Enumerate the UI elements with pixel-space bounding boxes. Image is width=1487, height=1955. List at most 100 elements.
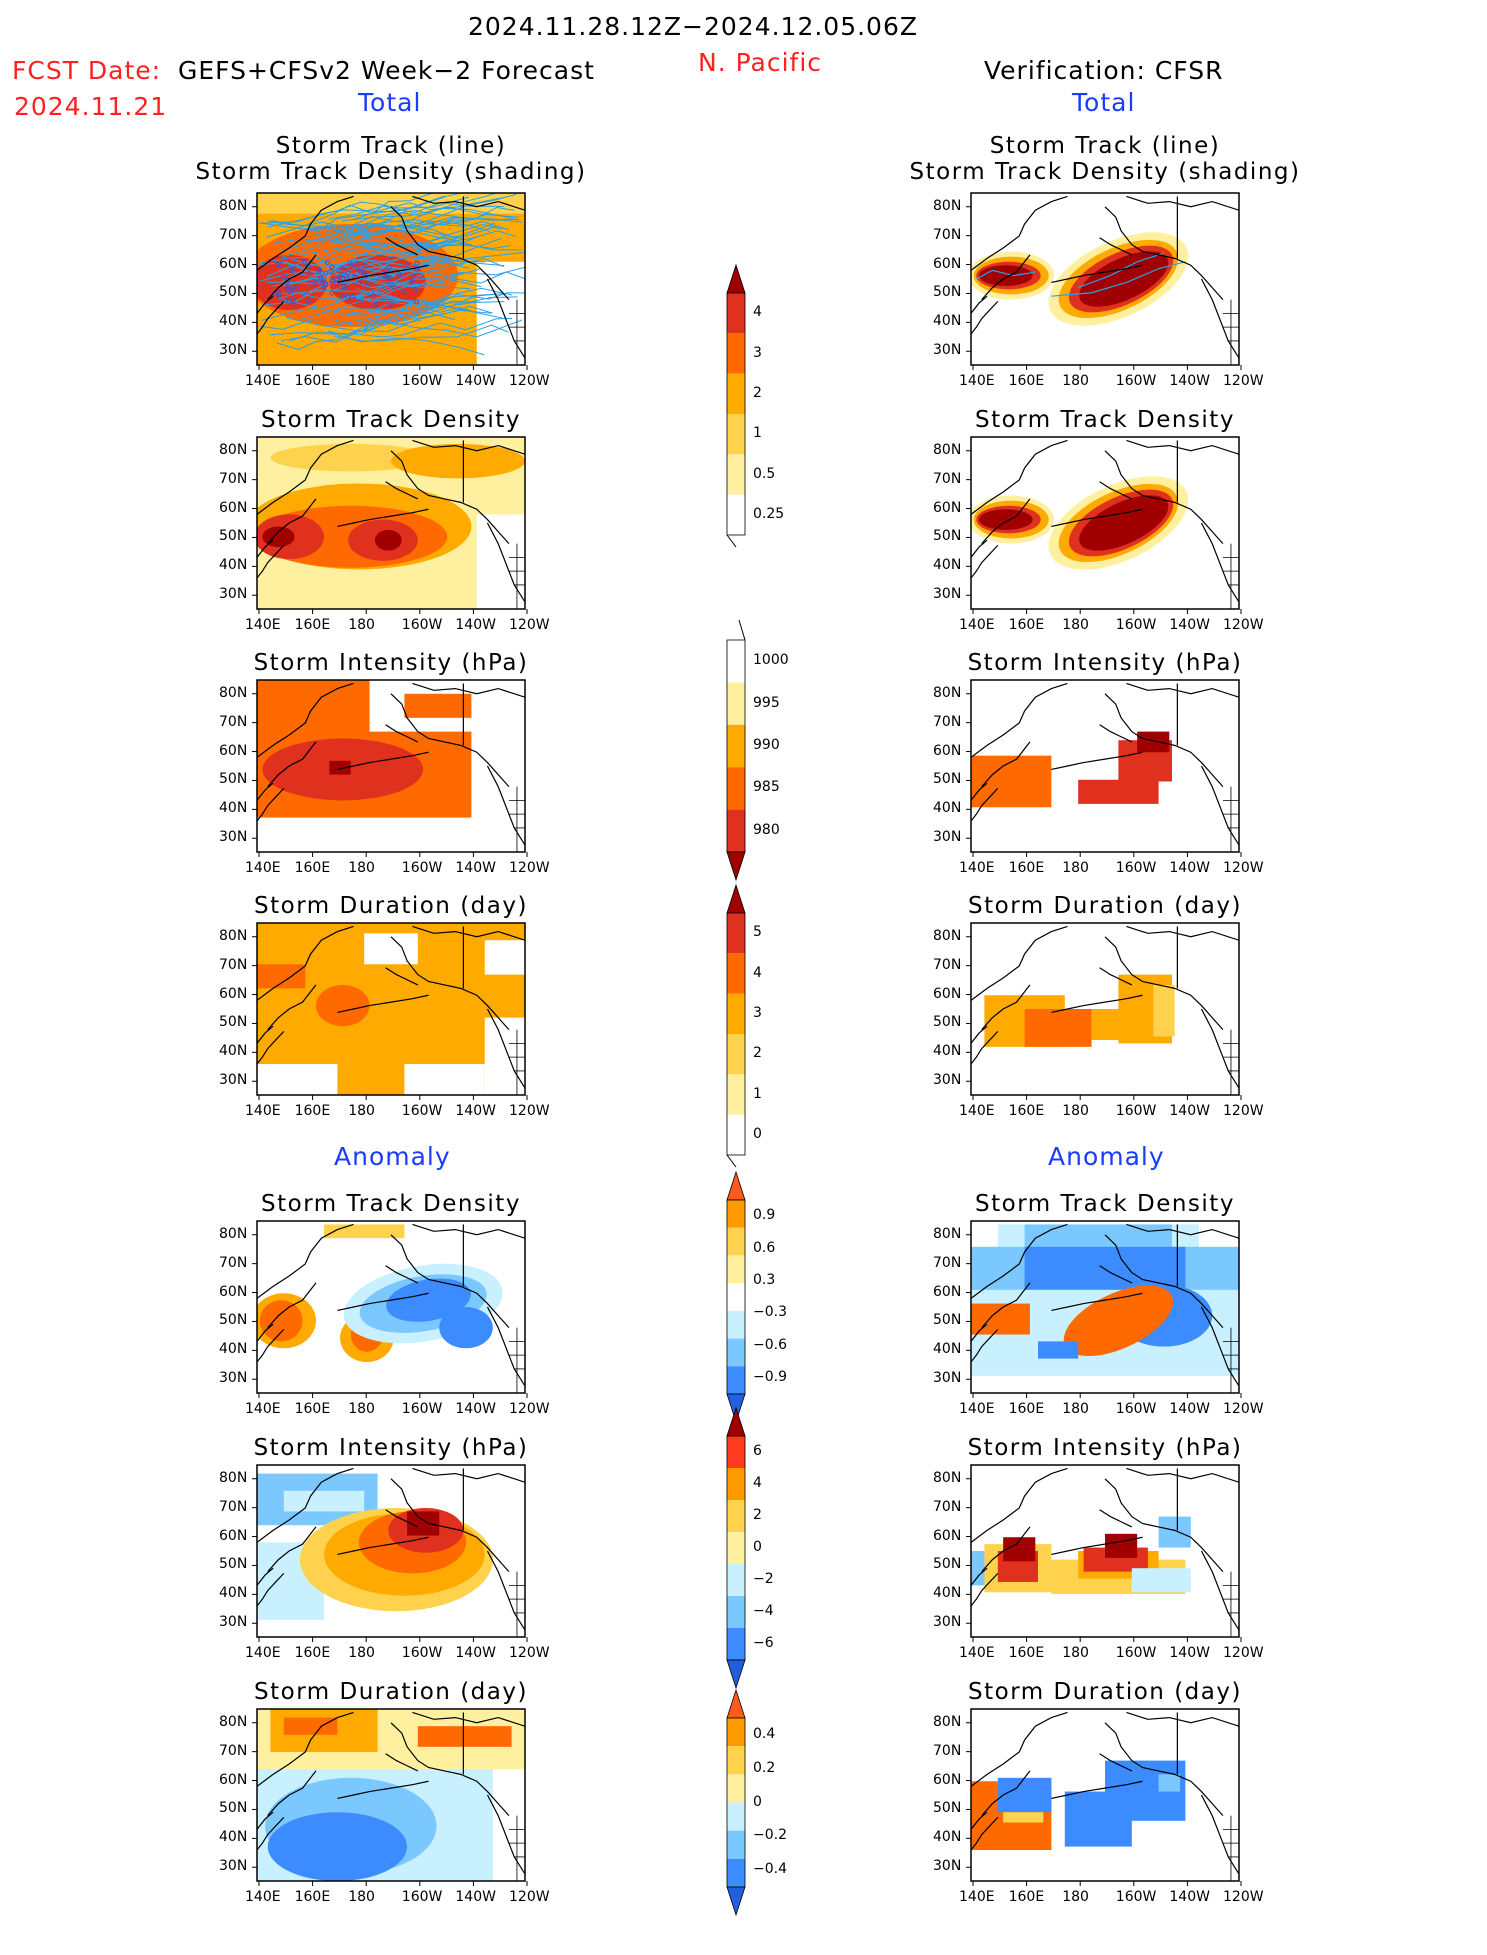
storm-track-line <box>263 289 454 306</box>
storm-track-line <box>283 270 471 290</box>
coastline-segment <box>412 439 525 455</box>
lon-label: 160E <box>294 1889 331 1905</box>
map-frame <box>970 1708 1240 1882</box>
storm-track-line <box>333 279 482 303</box>
lon-label: 160E <box>294 1645 331 1661</box>
lat-label: 50N <box>933 1556 962 1573</box>
map-frame <box>256 1708 526 1882</box>
colorbar-label: 3 <box>753 344 762 361</box>
anomaly-label-left: Anomaly <box>334 1142 451 1171</box>
lat-label: 30N <box>933 1858 962 1875</box>
lat-label: 30N <box>933 586 962 603</box>
storm-center-marker <box>340 293 346 299</box>
lat-label: 30N <box>219 829 248 846</box>
colorbar-segment <box>727 293 745 334</box>
map-shading <box>257 680 525 852</box>
coastline <box>257 1467 525 1637</box>
lat-label: 40N <box>933 313 962 330</box>
storm-track-line <box>272 266 467 295</box>
coastline <box>971 1711 1239 1881</box>
map-duration-fcst <box>252 922 528 1100</box>
colorbar-upper-arrow <box>726 1688 746 1719</box>
colorbar-segment <box>727 1074 745 1115</box>
lon-label: 120W <box>509 373 550 389</box>
panel-title-anom-density-fcst: Storm Track Density <box>261 1191 521 1217</box>
region-title: N. Pacific <box>698 48 823 77</box>
coastline <box>257 439 525 609</box>
shading-cell <box>417 1726 512 1747</box>
lon-label: 120W <box>509 617 550 633</box>
shading-cell <box>997 1777 1052 1813</box>
colorbar-label: −0.4 <box>753 1861 787 1878</box>
lat-label: 50N <box>933 1800 962 1817</box>
coastline-segment <box>267 1282 317 1329</box>
lat-label: 60N <box>933 985 962 1002</box>
storm-center-marker <box>316 269 322 275</box>
storm-track-line <box>304 222 495 257</box>
storm-center-marker <box>385 274 391 280</box>
colorbar-tail <box>726 1154 737 1168</box>
lon-label: 180 <box>1062 1645 1089 1661</box>
shading-area <box>979 265 1033 286</box>
storm-center-marker <box>318 276 324 282</box>
map-shading <box>971 437 1239 609</box>
lat-label: 40N <box>219 1829 248 1846</box>
colorbar-frame <box>726 292 746 536</box>
panel-title-track-line-verif: Storm Track (line) <box>989 133 1221 159</box>
coastline-segment <box>1051 1292 1143 1312</box>
coastline-segment <box>1126 439 1239 455</box>
storm-track-line <box>285 309 492 333</box>
lon-label: 140W <box>1169 1645 1210 1661</box>
lat-label: 40N <box>219 1585 248 1602</box>
colorbar-segment <box>727 1718 745 1747</box>
coastline-segment <box>257 439 354 515</box>
coastline-segment <box>337 751 429 771</box>
coastline-segment <box>385 967 419 986</box>
lat-label: 50N <box>219 771 248 788</box>
lat-label: 60N <box>219 499 248 516</box>
colorbar-tail <box>738 619 746 641</box>
colorbar-segment <box>727 1310 745 1339</box>
coastline-segment <box>337 994 429 1014</box>
lon-label: 180 <box>1062 373 1089 389</box>
coastline-segment <box>971 682 1068 758</box>
lat-label: 40N <box>219 313 248 330</box>
shading-cell <box>329 760 351 775</box>
storm-center-marker <box>411 273 417 279</box>
coastline <box>257 195 525 365</box>
storm-center-marker <box>329 290 335 296</box>
lat-label: 80N <box>933 197 962 214</box>
storm-track-line <box>345 298 503 319</box>
coastline-segment <box>981 1770 1031 1817</box>
lon-label: 140E <box>245 373 281 389</box>
lat-label: 70N <box>933 1254 962 1271</box>
map-frame <box>256 1464 526 1638</box>
shading-cell <box>283 1490 365 1512</box>
lon-label: 140W <box>1169 1401 1210 1417</box>
lon-label: 140E <box>959 1401 995 1417</box>
coastline-segment <box>1126 1711 1239 1727</box>
colorbar-label: −0.9 <box>753 1368 787 1385</box>
lon-label: 180 <box>1062 1103 1089 1119</box>
storm-track-line <box>261 269 436 321</box>
lon-label: 140E <box>959 860 995 876</box>
colorbar-label: 2 <box>753 1507 762 1523</box>
coastline-segment <box>412 925 525 941</box>
lon-label: 180 <box>1062 617 1089 633</box>
lon-label: 140E <box>245 1645 281 1661</box>
lat-label: 80N <box>219 197 248 214</box>
storm-track-line <box>355 296 518 304</box>
lat-label: 50N <box>219 284 248 301</box>
colorbar-intensity <box>726 619 746 882</box>
map-shading <box>971 923 1239 1095</box>
lat-label: 40N <box>933 1829 962 1846</box>
map-anom-intensity-fcst <box>252 1464 528 1642</box>
colorbar-label: −6 <box>753 1635 774 1651</box>
lat-label: 40N <box>933 1341 962 1358</box>
shading-cell <box>1003 1812 1044 1823</box>
lon-label: 160W <box>401 860 443 876</box>
coastline-segment <box>971 295 988 314</box>
storm-center-marker <box>412 286 418 292</box>
map-shading <box>971 680 1239 852</box>
colorbar-segment <box>727 1564 745 1596</box>
